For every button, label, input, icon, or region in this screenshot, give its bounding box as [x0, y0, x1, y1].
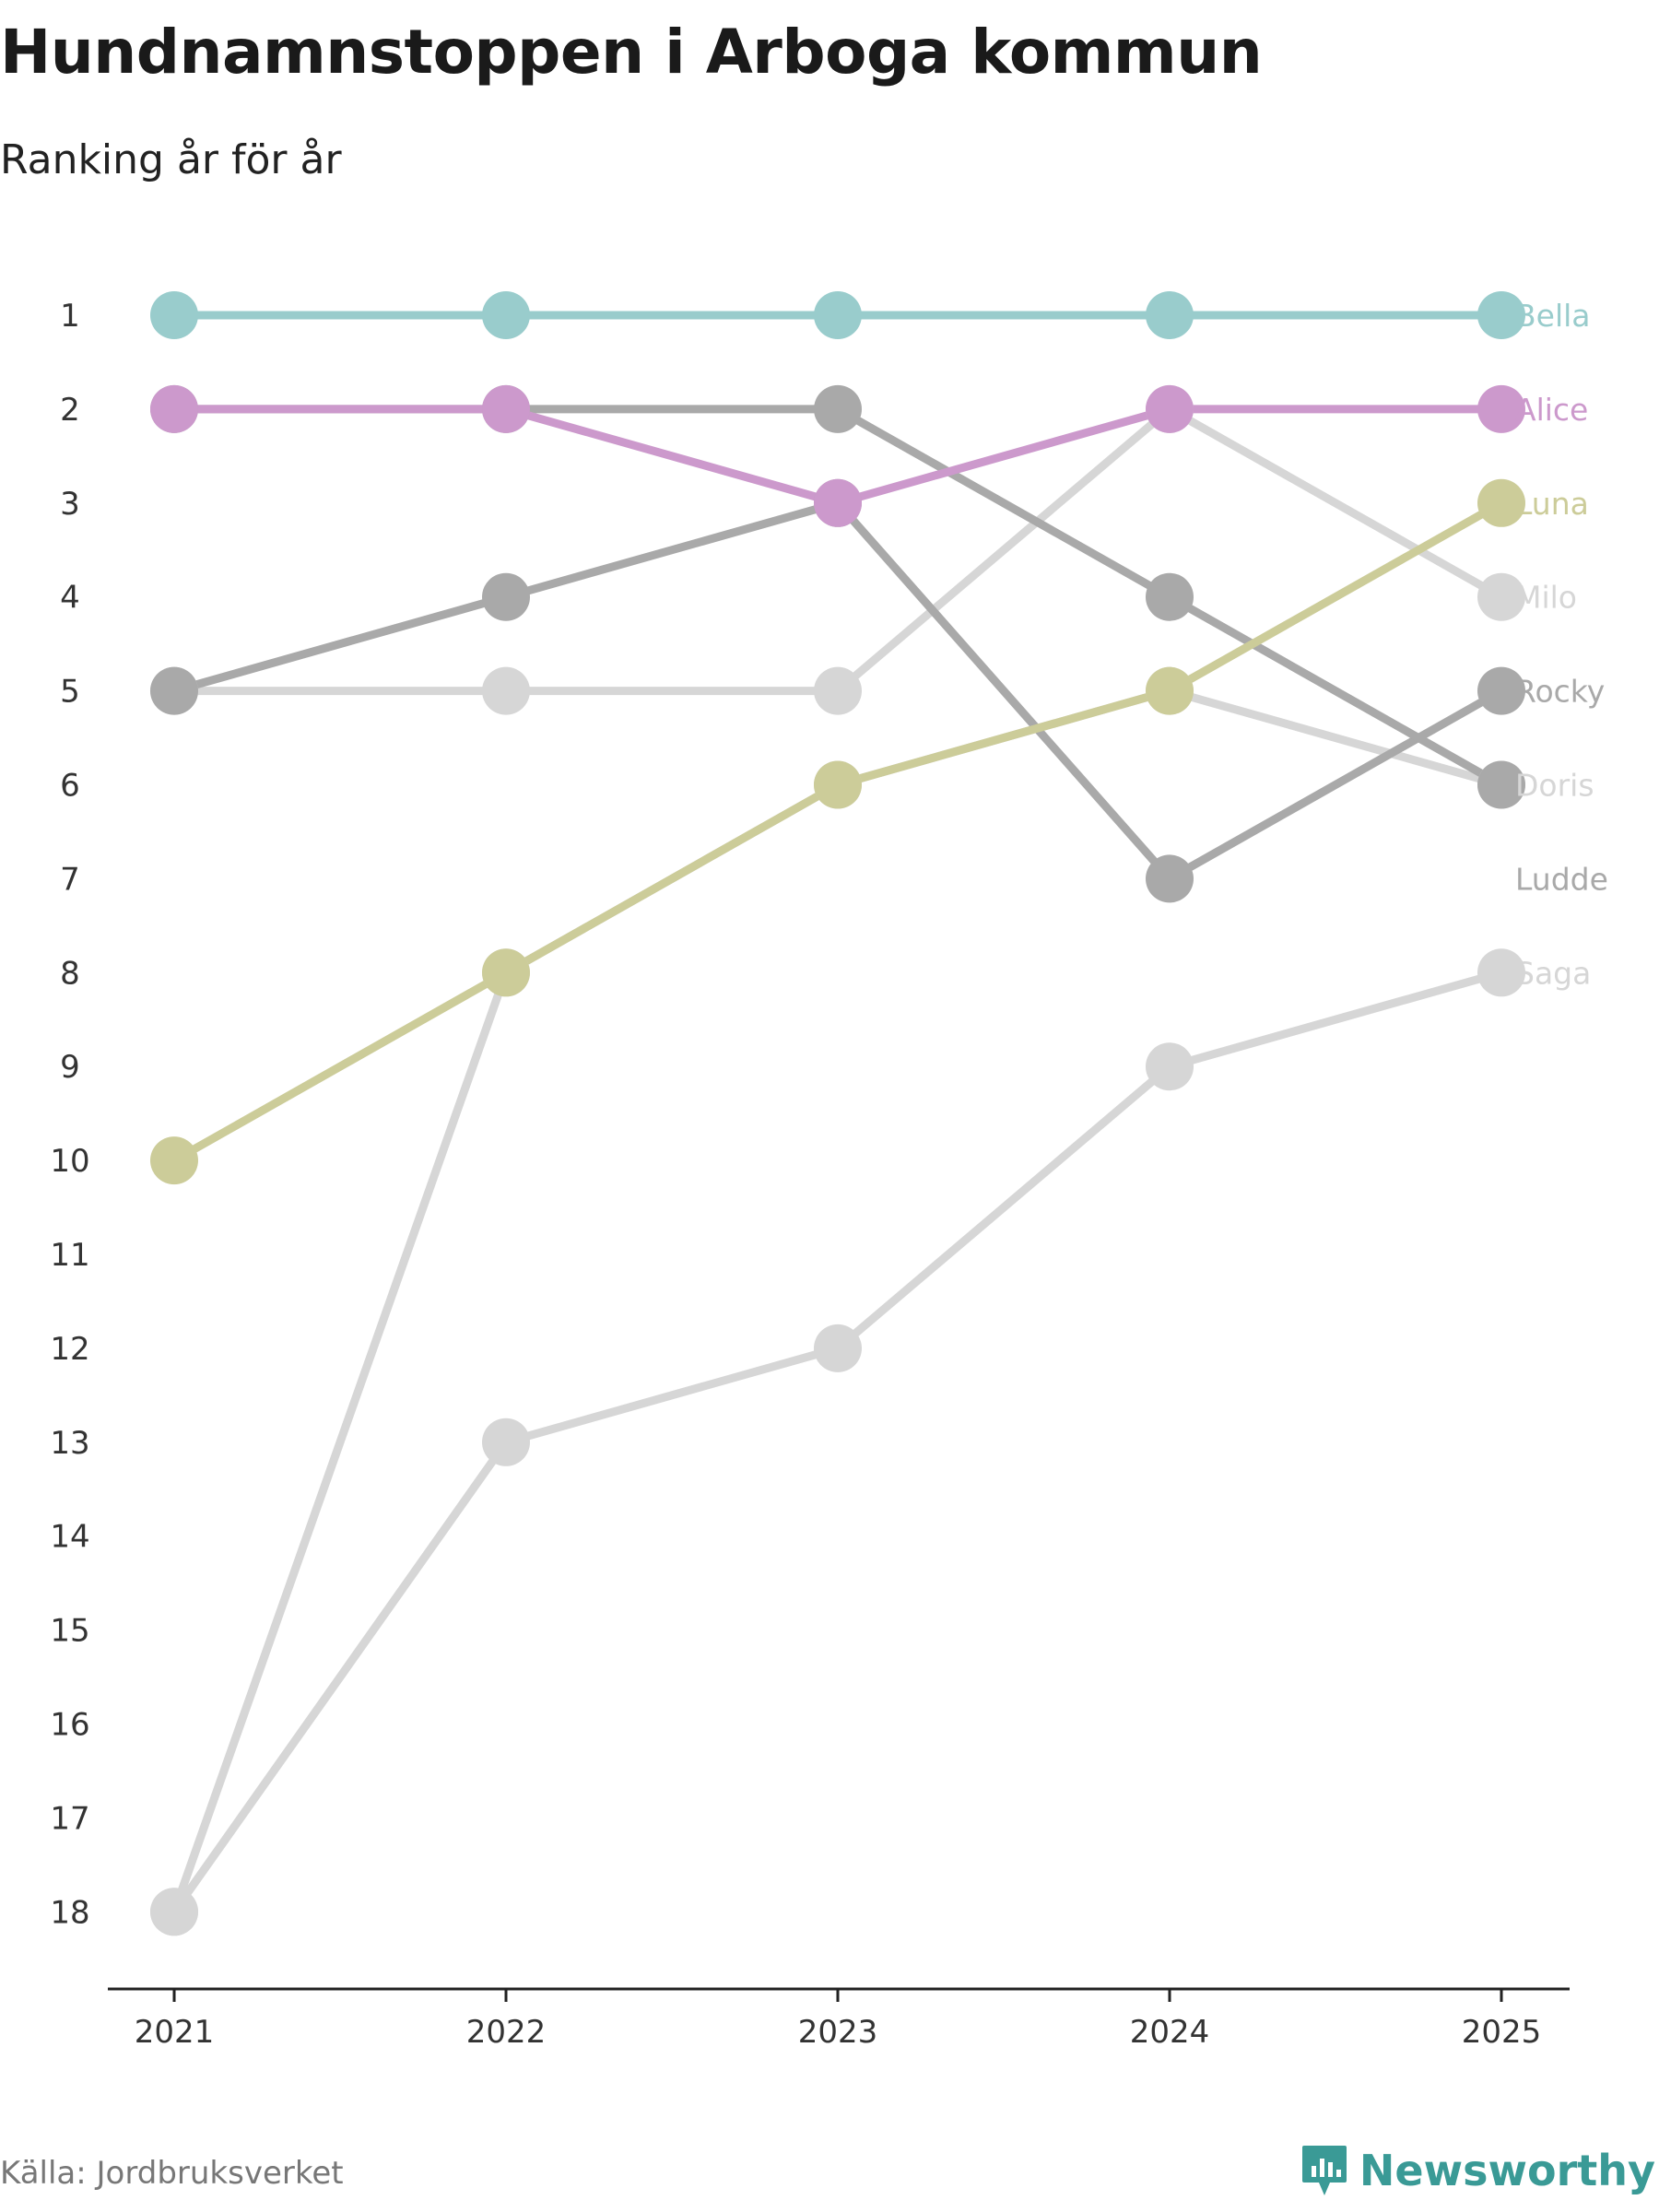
series-label-rocky: Rocky [1515, 674, 1605, 710]
data-point-luna [814, 760, 862, 809]
y-tick-label: 6 [60, 768, 80, 805]
series-label-doris: Doris [1515, 768, 1594, 804]
data-point-milo [814, 666, 862, 715]
series-line-milo [170, 405, 1506, 696]
y-tick-label: 11 [50, 1237, 89, 1274]
series-label-luna: Luna [1515, 486, 1589, 522]
y-tick-label: 8 [60, 955, 80, 992]
data-point-milo [1477, 572, 1525, 621]
data-point-saga [482, 1418, 530, 1466]
data-point-luna [482, 948, 530, 997]
data-point-rocky [482, 572, 530, 621]
data-point-milo [482, 666, 530, 715]
y-tick-label: 10 [50, 1143, 89, 1180]
data-point-alice [150, 384, 198, 433]
brand-logo[interactable]: Newsworthy [1300, 2144, 1655, 2197]
series-label-bella: Bella [1515, 298, 1591, 334]
data-point-bella [1477, 291, 1525, 339]
data-point-saga [1477, 948, 1525, 997]
data-point-doris [150, 1888, 198, 1936]
series-line-luna [170, 499, 1506, 1165]
y-tick-label: 12 [50, 1331, 89, 1368]
y-tick-label: 17 [50, 1800, 89, 1837]
data-point-rocky [1477, 666, 1525, 715]
newsworthy-logo-icon [1301, 2146, 1347, 2195]
y-tick-label: 4 [60, 580, 80, 617]
data-point-saga [814, 1324, 862, 1372]
series-label-milo: Milo [1515, 580, 1577, 616]
y-tick-label: 2 [60, 392, 80, 429]
data-point-sixten [1477, 760, 1525, 809]
y-tick-label: 13 [50, 1425, 89, 1462]
data-point-alice [1146, 384, 1194, 433]
data-point-bella [814, 291, 862, 339]
data-point-alice [482, 384, 530, 433]
brand-name: Newsworthy [1359, 2146, 1655, 2195]
data-point-rocky [1146, 854, 1194, 903]
series-line-doris [170, 687, 1506, 1916]
data-point-rocky [150, 666, 198, 715]
data-point-luna [1477, 478, 1525, 527]
series-label-alice: Alice [1515, 392, 1588, 428]
y-tick-label: 3 [60, 486, 80, 523]
x-tick-label: 2021 [135, 2014, 215, 2051]
y-tick-label: 16 [50, 1707, 89, 1744]
data-point-bella [150, 291, 198, 339]
source-note: Källa: Jordbruksverket [0, 2155, 344, 2192]
chart-subtitle: Ranking år för år [0, 136, 342, 183]
data-point-luna [1146, 666, 1194, 715]
series-label-saga: Saga [1515, 955, 1591, 991]
y-tick-label: 7 [60, 861, 80, 898]
chart-title: Hundnamnstoppen i Arboga kommun [0, 17, 1263, 88]
y-tick-label: 15 [50, 1613, 89, 1650]
x-tick-label: 2022 [466, 2014, 547, 2051]
data-point-alice [814, 478, 862, 527]
data-point-sixten [1146, 572, 1194, 621]
x-tick-label: 2025 [1462, 2014, 1542, 2051]
y-tick-label: 1 [60, 298, 80, 335]
data-point-luna [150, 1136, 198, 1185]
data-point-bella [482, 291, 530, 339]
data-point-saga [1146, 1042, 1194, 1091]
data-point-sixten [814, 384, 862, 433]
series-line-saga [170, 968, 1506, 1916]
y-tick-label: 9 [60, 1049, 80, 1086]
x-tick-label: 2023 [798, 2014, 878, 2051]
y-tick-label: 18 [50, 1894, 89, 1931]
y-tick-label: 14 [50, 1519, 89, 1556]
data-point-alice [1477, 384, 1525, 433]
x-tick-label: 2024 [1130, 2014, 1210, 2051]
y-tick-label: 5 [60, 674, 80, 711]
data-point-bella [1146, 291, 1194, 339]
series-label-ludde: Ludde [1515, 861, 1608, 897]
